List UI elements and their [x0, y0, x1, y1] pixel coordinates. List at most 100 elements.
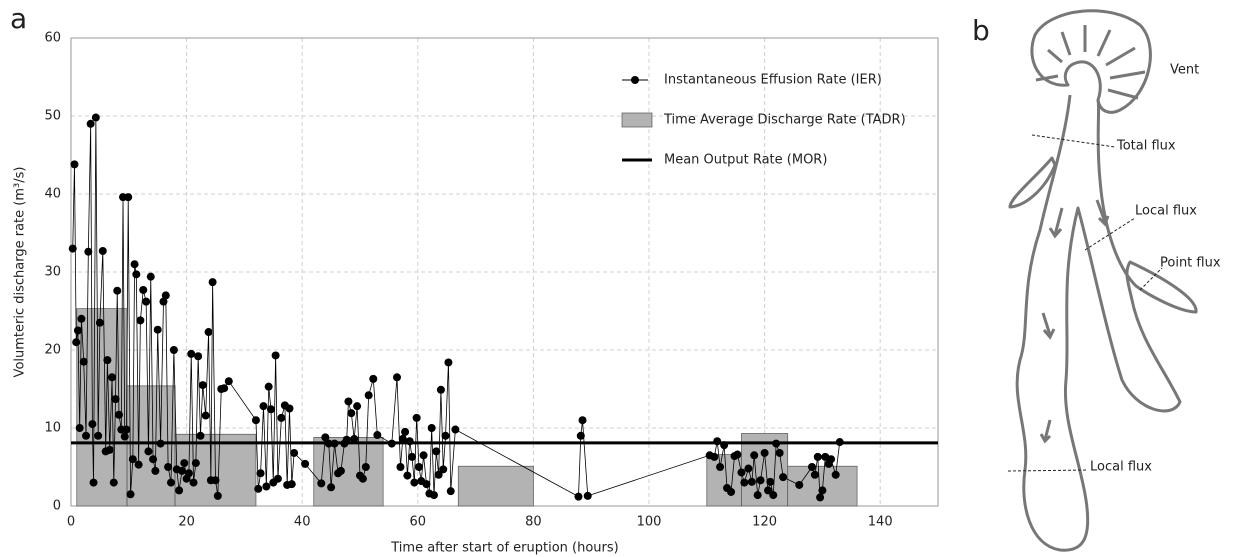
ier-point — [818, 486, 827, 495]
ier-point — [361, 463, 370, 471]
x-tick-label: 0 — [67, 515, 75, 530]
ier-point — [392, 373, 401, 382]
ier-point — [194, 352, 203, 361]
ier-point — [419, 451, 428, 460]
ier-point — [358, 474, 367, 483]
y-tick-label: 60 — [44, 31, 61, 46]
legend-swatch — [621, 112, 653, 128]
ier-point — [189, 478, 198, 487]
ier-point — [208, 278, 217, 287]
ier-point — [86, 119, 95, 128]
ier-point — [79, 357, 88, 366]
ier-point — [224, 377, 233, 386]
ier-point — [128, 455, 137, 464]
ier-point — [130, 260, 139, 269]
ier-point — [336, 466, 345, 475]
vent-fan — [1030, 9, 1152, 114]
panel-label: a — [10, 2, 27, 35]
ier-point — [95, 318, 104, 327]
ier-point — [405, 437, 414, 446]
ier-point — [769, 491, 778, 500]
ier-point — [187, 349, 196, 358]
ier-point — [180, 459, 189, 468]
ier-point — [256, 469, 265, 478]
ier-point — [98, 246, 107, 255]
ier-point — [816, 493, 825, 502]
ier-point — [744, 464, 753, 473]
ier-point — [264, 382, 273, 391]
diagram-label: Total flux — [1116, 139, 1176, 154]
ier-point — [132, 270, 141, 279]
ier-point — [775, 448, 784, 457]
ier-point — [321, 433, 330, 442]
ier-point — [412, 413, 421, 422]
ier-point — [251, 416, 260, 425]
ier-point — [89, 478, 98, 487]
flow-arrows — [1039, 199, 1110, 444]
ier-point — [750, 451, 759, 460]
ier-point — [427, 424, 436, 432]
ier-point — [436, 385, 445, 394]
ier-point — [301, 459, 310, 468]
ier-point — [113, 286, 122, 295]
ier-point — [184, 469, 193, 478]
y-tick-label: 30 — [44, 265, 61, 280]
legend-swatch — [631, 76, 639, 84]
ier-point — [262, 482, 271, 491]
ier-point — [103, 356, 112, 365]
ier-point — [760, 448, 769, 457]
ier-point — [756, 476, 765, 485]
ier-point — [151, 466, 160, 475]
ier-point — [156, 439, 165, 448]
ier-point — [88, 420, 97, 429]
ier-point — [198, 381, 207, 390]
ier-point — [716, 463, 725, 471]
x-tick-label: 60 — [410, 515, 427, 530]
ier-point — [211, 476, 220, 485]
vent-rays — [1035, 25, 1146, 100]
ier-point — [764, 486, 773, 495]
ier-point — [807, 463, 816, 471]
ier-point — [68, 244, 77, 253]
ier-point — [401, 427, 410, 436]
ier-point — [398, 434, 407, 443]
ier-point — [347, 409, 356, 418]
ier-point — [144, 447, 153, 456]
ier-point — [220, 384, 229, 393]
ier-point — [109, 478, 118, 487]
x-tick-label: 20 — [178, 515, 195, 530]
ier-point — [114, 410, 123, 419]
ier-point — [134, 460, 143, 469]
ier-point — [191, 459, 200, 468]
ier-point — [164, 463, 173, 471]
ier-point — [414, 463, 423, 471]
tadr-bar — [76, 308, 128, 507]
ier-point — [710, 452, 719, 461]
ier-point — [396, 463, 405, 471]
ier-point — [827, 455, 836, 464]
ier-point — [213, 491, 222, 500]
ier-point — [831, 470, 840, 479]
ier-point — [434, 470, 443, 479]
ier-point — [446, 487, 455, 496]
ier-point — [177, 466, 186, 475]
ier-point — [84, 247, 93, 256]
ier-point — [77, 314, 86, 323]
plot: 0 10 20 30 40 50 60 0 20 40 60 80 100 120 140 Instantan… — [44, 31, 939, 530]
ier-point — [753, 491, 762, 500]
x-tick-label: 40 — [294, 515, 311, 530]
ier-point — [772, 439, 781, 448]
tadr-bar — [706, 454, 742, 507]
ier-point — [350, 434, 359, 443]
ier-point — [740, 478, 749, 487]
ier-point — [330, 439, 339, 448]
ier-point — [422, 480, 431, 489]
ier-point — [574, 492, 583, 501]
legend-label: Time Average Discharge Rate (TADR) — [663, 113, 906, 128]
ier-point — [439, 465, 448, 474]
ier-point — [342, 435, 351, 444]
ier-point — [159, 297, 168, 306]
ier-point — [259, 402, 268, 411]
ier-point — [111, 395, 120, 404]
ier-point — [747, 477, 756, 486]
